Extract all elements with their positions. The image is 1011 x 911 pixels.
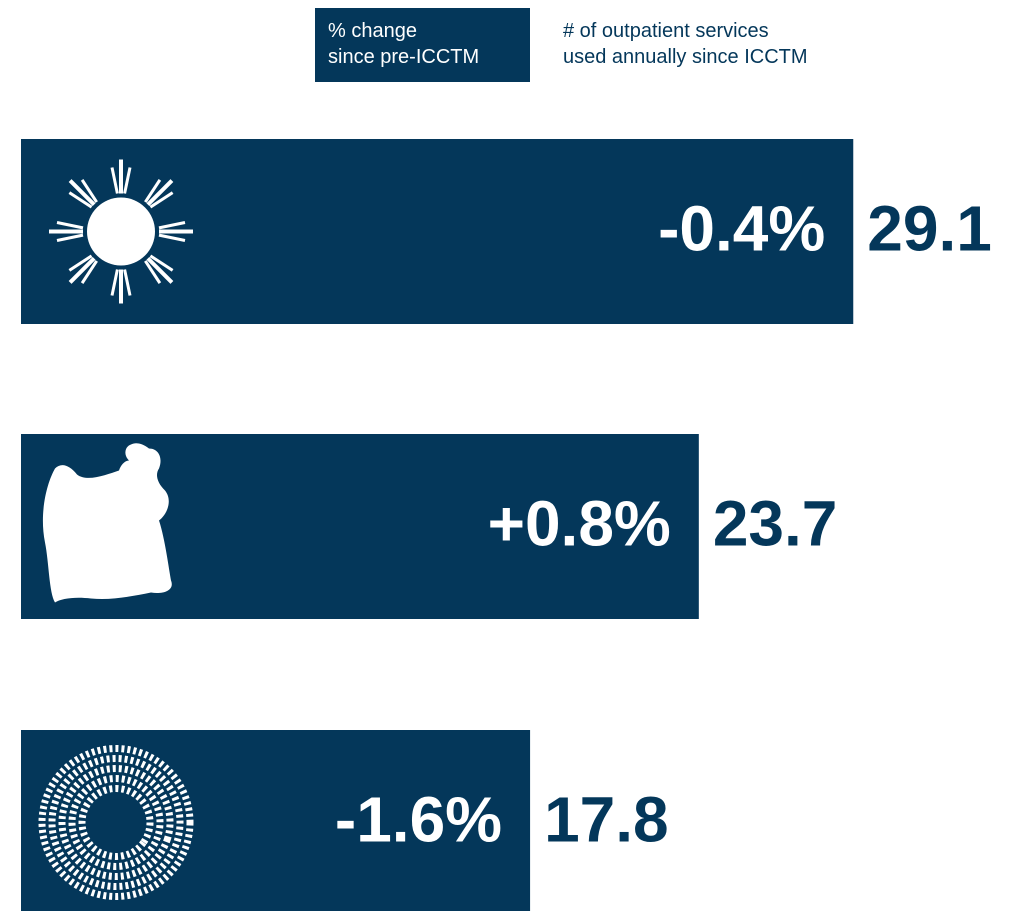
- value-label: 17.8: [544, 783, 669, 855]
- change-label: -1.6%: [335, 783, 502, 855]
- change-label: +0.8%: [488, 487, 671, 559]
- icon-part: [87, 198, 155, 266]
- page: {"chart_data": {"type": "bar", "orientat…: [0, 0, 1011, 911]
- bar-icon: [49, 160, 193, 304]
- change-label: -0.4%: [658, 192, 825, 264]
- value-label: 29.1: [867, 192, 992, 264]
- chart: % changesince pre-ICCTM # of outpatient …: [0, 0, 1011, 911]
- value-label: 23.7: [713, 487, 838, 559]
